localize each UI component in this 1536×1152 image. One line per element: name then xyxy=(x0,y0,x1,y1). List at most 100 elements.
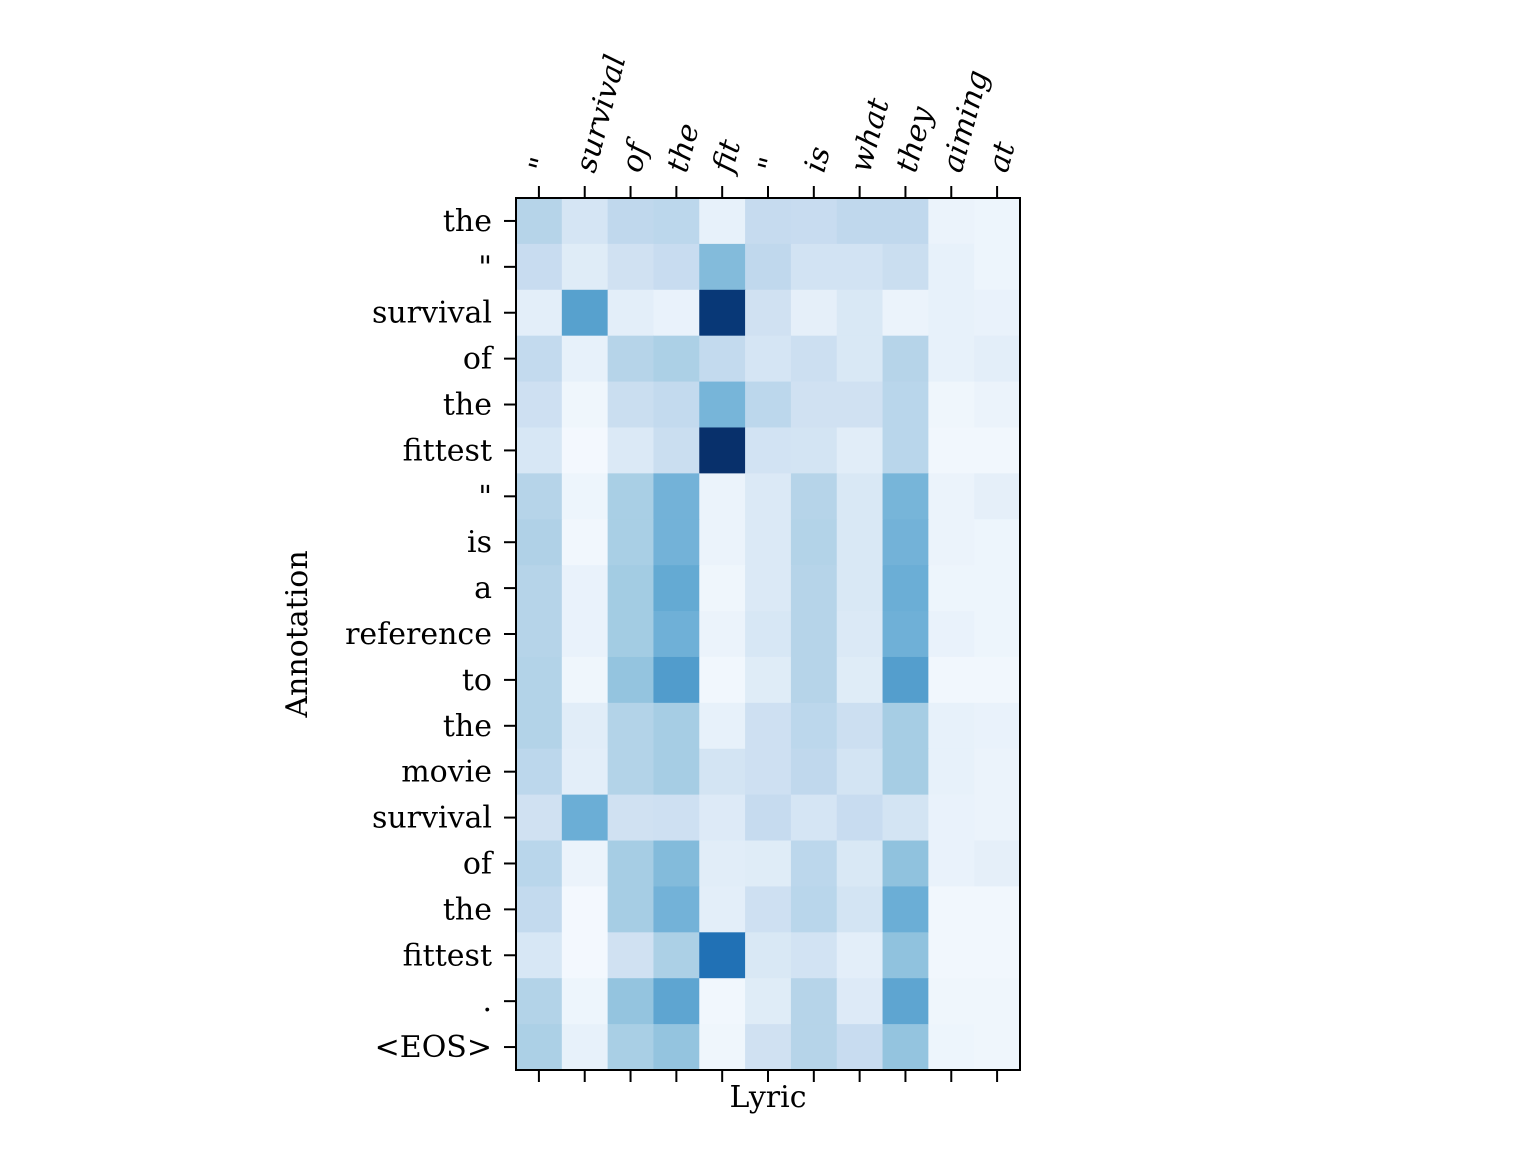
heatmap-cells xyxy=(516,198,1021,1071)
heatmap-cell xyxy=(790,886,838,933)
heatmap-cell xyxy=(745,932,792,979)
heatmap-cell xyxy=(974,427,1021,474)
heatmap-cell xyxy=(790,702,838,750)
heatmap-cell xyxy=(516,473,563,520)
heatmap-cell xyxy=(653,289,700,337)
heatmap-cell xyxy=(928,794,975,842)
heatmap-cell xyxy=(928,427,975,474)
heatmap-cell xyxy=(974,473,1021,520)
heatmap-cell xyxy=(745,794,792,842)
y-tick-label: to xyxy=(462,663,492,698)
heatmap-cell xyxy=(745,702,792,750)
heatmap-cell xyxy=(745,886,792,933)
x-tick-label: fit xyxy=(706,135,749,178)
heatmap-cell xyxy=(561,473,609,520)
heatmap-cell xyxy=(882,886,929,933)
heatmap-cell xyxy=(516,335,563,383)
x-tick-label: " xyxy=(523,154,560,176)
y-tick-label: survival xyxy=(372,296,492,331)
heatmap-cell xyxy=(561,289,609,337)
heatmap-cell xyxy=(561,840,609,888)
heatmap-cell xyxy=(882,978,929,1025)
heatmap-cell xyxy=(974,840,1021,888)
heatmap-cell xyxy=(836,198,884,245)
heatmap-cell xyxy=(561,565,609,612)
heatmap-cell xyxy=(928,702,975,750)
y-tick-label: reference xyxy=(345,617,492,652)
heatmap-cell xyxy=(607,335,655,383)
heatmap-cell xyxy=(653,611,700,658)
heatmap-cell xyxy=(882,748,929,796)
heatmap-cell xyxy=(790,565,838,612)
heatmap-cell xyxy=(974,1024,1021,1071)
heatmap-cell xyxy=(745,565,792,612)
heatmap-cell xyxy=(699,289,746,337)
heatmap-cell xyxy=(928,978,975,1025)
heatmap-cell xyxy=(790,473,838,520)
heatmap-cell xyxy=(790,748,838,796)
heatmap-cell xyxy=(974,243,1021,291)
heatmap-cell xyxy=(516,1024,563,1071)
heatmap-cell xyxy=(699,978,746,1025)
heatmap-cell xyxy=(928,1024,975,1071)
heatmap-cell xyxy=(928,289,975,337)
heatmap-cell xyxy=(790,1024,838,1071)
heatmap-cell xyxy=(790,198,838,245)
heatmap-cell xyxy=(790,611,838,658)
heatmap-cell xyxy=(607,611,655,658)
heatmap-cell xyxy=(516,748,563,796)
heatmap-cell xyxy=(882,198,929,245)
heatmap-cell xyxy=(699,335,746,383)
heatmap-cell xyxy=(836,656,884,704)
y-tick-label: survival xyxy=(372,801,492,836)
x-tick-label: is xyxy=(798,143,838,176)
heatmap-cell xyxy=(561,519,609,566)
heatmap-cell xyxy=(516,565,563,612)
heatmap-cell xyxy=(882,473,929,520)
heatmap-cell xyxy=(974,748,1021,796)
heatmap-cell xyxy=(561,748,609,796)
heatmap-cell xyxy=(607,243,655,291)
heatmap-cell xyxy=(928,243,975,291)
heatmap-cell xyxy=(516,978,563,1025)
heatmap-cell xyxy=(699,243,746,291)
heatmap-cell xyxy=(561,932,609,979)
heatmap-cell xyxy=(882,243,929,291)
heatmap-cell xyxy=(516,794,563,842)
heatmap-cell xyxy=(607,289,655,337)
heatmap-cell xyxy=(745,978,792,1025)
heatmap-cell xyxy=(653,1024,700,1071)
heatmap-cell xyxy=(607,932,655,979)
heatmap-cell xyxy=(516,243,563,291)
heatmap-cell xyxy=(836,978,884,1025)
heatmap-cell xyxy=(516,611,563,658)
heatmap-cell xyxy=(699,427,746,474)
heatmap-cell xyxy=(836,473,884,520)
heatmap-cell xyxy=(882,289,929,337)
heatmap-cell xyxy=(607,886,655,933)
heatmap-cell xyxy=(516,886,563,933)
y-tick-label: fittest xyxy=(403,938,492,973)
heatmap-cell xyxy=(836,886,884,933)
heatmap-cell xyxy=(516,702,563,750)
heatmap-cell xyxy=(516,381,563,429)
heatmap-cell xyxy=(928,335,975,383)
y-axis-ticks: the " survival of the fittest " is a reference to t… xyxy=(345,204,516,1065)
heatmap-cell xyxy=(745,840,792,888)
heatmap-cell xyxy=(745,335,792,383)
heatmap-cell xyxy=(928,565,975,612)
heatmap-cell xyxy=(882,565,929,612)
heatmap-cell xyxy=(699,932,746,979)
heatmap-cell xyxy=(745,289,792,337)
heatmap-cell xyxy=(653,381,700,429)
heatmap-cell xyxy=(607,794,655,842)
heatmap-cell xyxy=(653,840,700,888)
heatmap-cell xyxy=(974,794,1021,842)
heatmap-cell xyxy=(516,198,563,245)
heatmap-cell xyxy=(561,656,609,704)
heatmap-cell xyxy=(928,840,975,888)
heatmap-cell xyxy=(836,1024,884,1071)
heatmap-cell xyxy=(882,611,929,658)
heatmap-cell xyxy=(653,335,700,383)
heatmap-cell xyxy=(928,198,975,245)
